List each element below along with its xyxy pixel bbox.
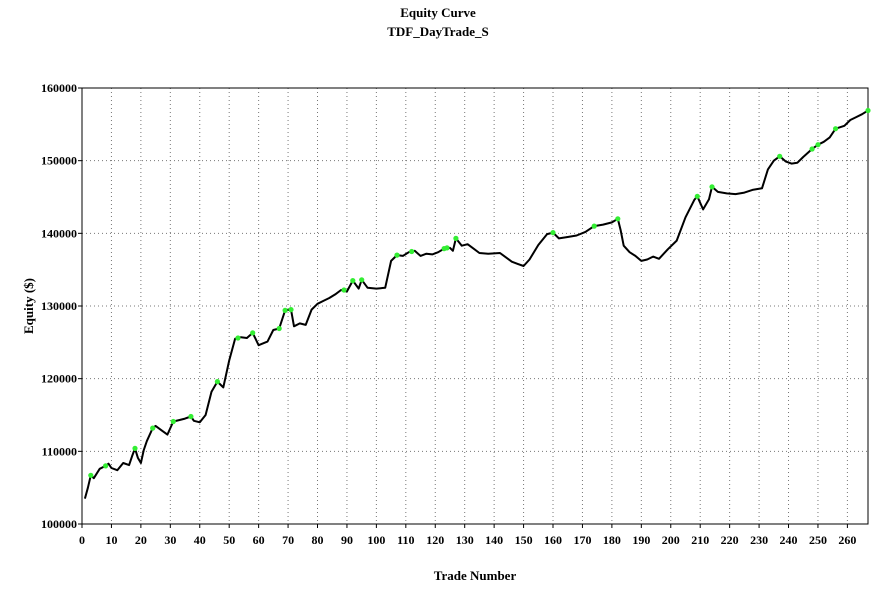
x-tick-label: 230 xyxy=(750,533,768,547)
new-high-point xyxy=(615,216,621,222)
x-tick-label: 160 xyxy=(544,533,562,547)
new-high-point xyxy=(394,252,400,258)
x-tick-label: 130 xyxy=(456,533,474,547)
x-tick-label: 70 xyxy=(282,533,294,547)
x-tick-label: 90 xyxy=(341,533,353,547)
chart-title: Equity Curve xyxy=(400,5,476,20)
x-tick-label: 170 xyxy=(573,533,591,547)
x-tick-label: 30 xyxy=(164,533,176,547)
x-tick-label: 60 xyxy=(253,533,265,547)
x-tick-label: 210 xyxy=(691,533,709,547)
new-high-point xyxy=(709,184,715,190)
grid-lines xyxy=(82,88,868,524)
new-high-point xyxy=(359,277,365,283)
x-tick-label: 20 xyxy=(135,533,147,547)
new-high-point xyxy=(694,193,700,199)
x-tick-label: 100 xyxy=(367,533,385,547)
new-high-point xyxy=(103,463,109,469)
new-high-point xyxy=(865,107,871,114)
x-tick-label: 180 xyxy=(603,533,621,547)
new-high-point xyxy=(288,307,294,313)
new-high-point xyxy=(777,153,783,159)
new-high-point xyxy=(276,325,282,332)
y-tick-label: 100000 xyxy=(41,517,77,531)
new-high-point xyxy=(809,146,815,152)
chart-subtitle: TDF_DayTrade_S xyxy=(387,24,489,39)
new-high-point xyxy=(214,379,220,385)
x-tick-label: 120 xyxy=(426,533,444,547)
x-tick-label: 150 xyxy=(515,533,533,547)
x-tick-label: 240 xyxy=(780,533,798,547)
x-tick-label: 190 xyxy=(632,533,650,547)
x-tick-label: 260 xyxy=(838,533,856,547)
x-tick-label: 200 xyxy=(662,533,680,547)
new-high-point xyxy=(444,245,450,251)
new-high-point xyxy=(88,472,94,478)
x-tick-label: 40 xyxy=(194,533,206,547)
new-high-point xyxy=(341,287,347,293)
plot-area xyxy=(81,87,869,525)
x-tick-label: 80 xyxy=(312,533,324,547)
new-high-markers xyxy=(88,107,871,478)
y-tick-label: 130000 xyxy=(41,299,77,313)
new-high-point xyxy=(188,413,194,420)
new-high-point xyxy=(250,330,256,336)
x-tick-label: 10 xyxy=(105,533,117,547)
equity-line xyxy=(83,109,869,499)
new-high-point xyxy=(409,248,415,255)
new-high-point xyxy=(150,425,156,431)
y-tick-label: 150000 xyxy=(41,154,77,168)
new-high-point xyxy=(282,307,288,313)
new-high-point xyxy=(132,445,138,451)
x-tick-label: 110 xyxy=(397,533,414,547)
new-high-point xyxy=(453,235,459,241)
x-tick-label: 0 xyxy=(79,533,85,547)
new-high-point xyxy=(591,223,597,229)
y-tick-label: 160000 xyxy=(41,81,77,95)
x-axis-label: Trade Number xyxy=(434,568,517,583)
x-tick-label: 50 xyxy=(223,533,235,547)
y-tick-label: 120000 xyxy=(41,372,77,386)
y-tick-label: 110000 xyxy=(42,444,77,458)
equity-series xyxy=(83,109,869,499)
new-high-point xyxy=(833,126,839,132)
x-tick-label: 220 xyxy=(721,533,739,547)
new-high-point xyxy=(170,418,176,425)
new-high-point xyxy=(550,230,556,236)
x-tick-label: 140 xyxy=(485,533,503,547)
y-tick-label: 140000 xyxy=(41,226,77,240)
new-high-point xyxy=(235,335,241,341)
new-high-point xyxy=(815,142,821,148)
tick-labels: 0 10 20 30 40 50 60 70 80 90 100 110 120 130 140 150 160… xyxy=(41,81,856,547)
x-tick-label: 250 xyxy=(809,533,827,547)
new-high-point xyxy=(350,278,356,284)
y-axis-label: Equity ($) xyxy=(21,278,36,334)
